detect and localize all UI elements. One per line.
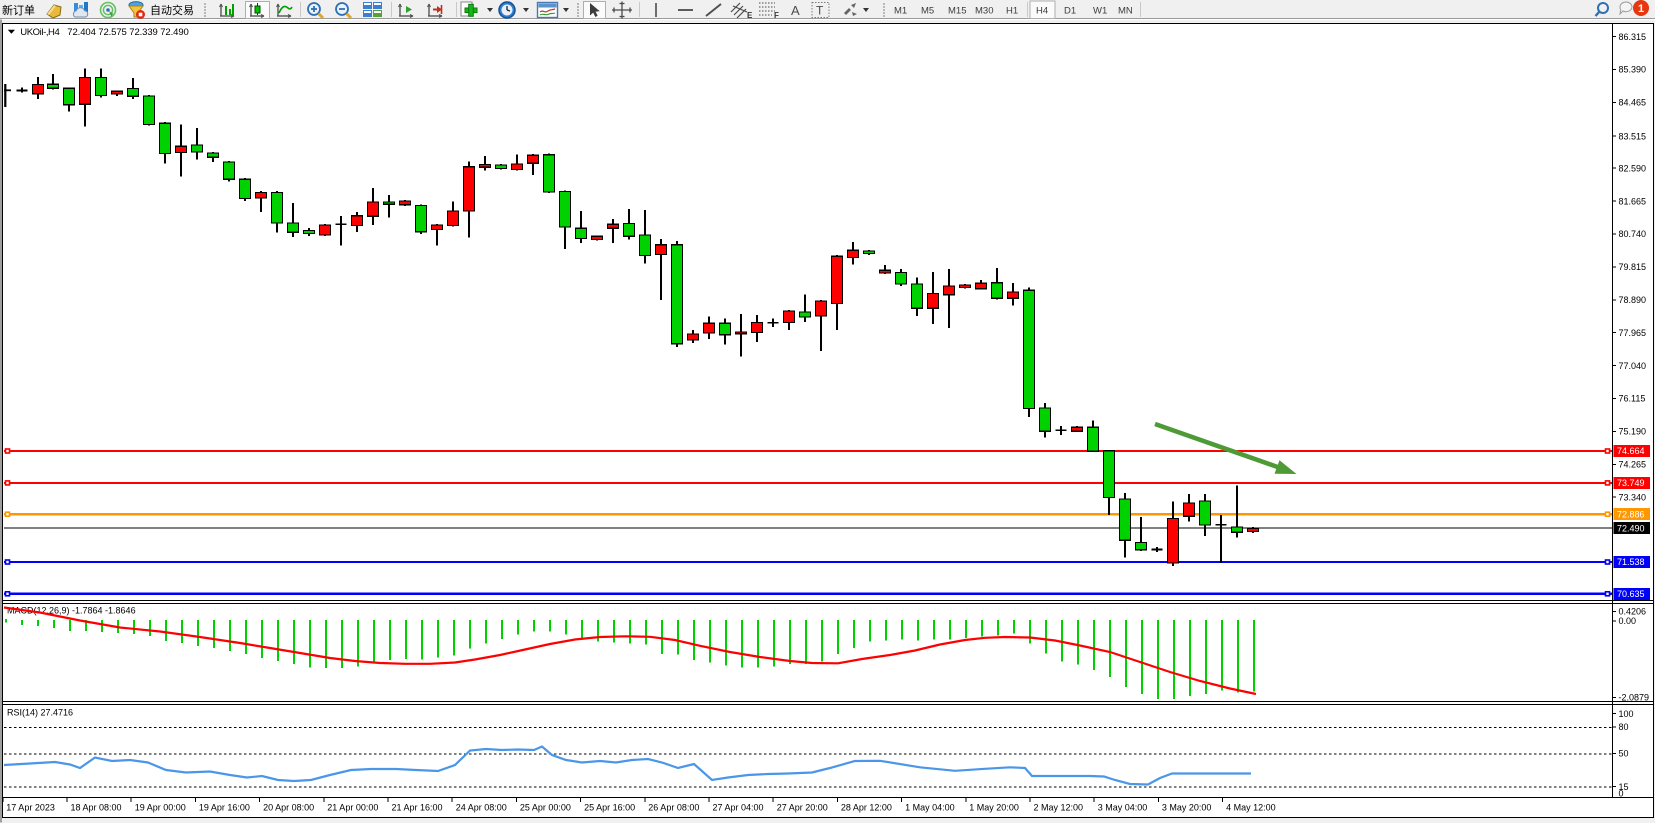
svg-text:21 Apr 16:00: 21 Apr 16:00 [392, 803, 443, 813]
svg-text:18 Apr 08:00: 18 Apr 08:00 [71, 803, 122, 813]
svg-text:T: T [816, 4, 824, 18]
svg-text:76.115: 76.115 [1619, 394, 1646, 404]
svg-text:82.590: 82.590 [1619, 163, 1647, 173]
svg-text:74.664: 74.664 [1617, 446, 1645, 456]
svg-text:17 Apr 2023: 17 Apr 2023 [6, 803, 55, 813]
svg-text:MACD(12,26,9) -1.7864 -1.8646: MACD(12,26,9) -1.7864 -1.8646 [7, 606, 136, 616]
svg-text:D1: D1 [1064, 6, 1076, 17]
svg-text:75.190: 75.190 [1619, 427, 1647, 437]
svg-text:1 May 04:00: 1 May 04:00 [905, 803, 955, 813]
svg-text:80.740: 80.740 [1619, 229, 1647, 239]
svg-text:83.515: 83.515 [1619, 131, 1647, 141]
svg-text:H4: H4 [1036, 6, 1048, 17]
svg-text:21 Apr 00:00: 21 Apr 00:00 [327, 803, 378, 813]
svg-text:1: 1 [1638, 3, 1644, 15]
svg-text:E: E [747, 11, 753, 20]
svg-text:84.465: 84.465 [1619, 98, 1647, 108]
svg-text:72.490: 72.490 [1617, 523, 1645, 533]
svg-text:H1: H1 [1006, 6, 1018, 17]
svg-text:72.404 72.575 72.339 72.490: 72.404 72.575 72.339 72.490 [67, 27, 189, 38]
svg-text:72.886: 72.886 [1617, 509, 1645, 519]
svg-text:新订单: 新订单 [2, 3, 35, 17]
svg-text:4 May 12:00: 4 May 12:00 [1226, 803, 1276, 813]
svg-text:0.4206: 0.4206 [1619, 607, 1647, 617]
svg-text:1 May 20:00: 1 May 20:00 [969, 803, 1019, 813]
svg-text:79.815: 79.815 [1619, 262, 1647, 272]
svg-text:W1: W1 [1093, 6, 1107, 17]
svg-text:26 Apr 08:00: 26 Apr 08:00 [648, 803, 699, 813]
svg-text:77.965: 77.965 [1619, 328, 1647, 338]
svg-text:2 May 12:00: 2 May 12:00 [1034, 803, 1084, 813]
svg-text:80: 80 [1619, 722, 1629, 732]
svg-text:77.040: 77.040 [1619, 361, 1647, 371]
svg-text:自动交易: 自动交易 [150, 3, 194, 17]
svg-text:MN: MN [1118, 6, 1133, 17]
svg-text:73.749: 73.749 [1617, 478, 1645, 488]
svg-text:19 Apr 00:00: 19 Apr 00:00 [135, 803, 186, 813]
svg-text:71.538: 71.538 [1617, 557, 1645, 567]
svg-text:0: 0 [1619, 788, 1624, 798]
svg-text:78.890: 78.890 [1619, 295, 1647, 305]
svg-text:86.315: 86.315 [1619, 32, 1647, 42]
svg-text:28 Apr 12:00: 28 Apr 12:00 [841, 803, 892, 813]
svg-text:M1: M1 [894, 6, 907, 17]
svg-text:27 Apr 04:00: 27 Apr 04:00 [713, 803, 764, 813]
svg-text:M30: M30 [975, 6, 993, 17]
svg-text:81.665: 81.665 [1619, 196, 1647, 206]
svg-text:70.635: 70.635 [1617, 589, 1645, 599]
svg-text:85.390: 85.390 [1619, 65, 1647, 75]
svg-text:25 Apr 00:00: 25 Apr 00:00 [520, 803, 571, 813]
svg-text:20 Apr 08:00: 20 Apr 08:00 [263, 803, 314, 813]
svg-text:M5: M5 [921, 6, 934, 17]
svg-text:M15: M15 [948, 6, 966, 17]
svg-text:24 Apr 08:00: 24 Apr 08:00 [456, 803, 507, 813]
svg-text:A: A [791, 3, 800, 18]
svg-text:RSI(14) 27.4716: RSI(14) 27.4716 [7, 708, 73, 718]
svg-text:27 Apr 20:00: 27 Apr 20:00 [777, 803, 828, 813]
svg-text:73.340: 73.340 [1619, 492, 1647, 502]
svg-text:UKOil-,H4: UKOil-,H4 [20, 27, 60, 38]
svg-text:15: 15 [1619, 782, 1629, 792]
svg-text:19 Apr 16:00: 19 Apr 16:00 [199, 803, 250, 813]
svg-text:50: 50 [1619, 749, 1629, 759]
svg-text:100: 100 [1619, 709, 1634, 719]
svg-text:74.265: 74.265 [1619, 460, 1647, 470]
svg-text:F: F [774, 11, 779, 20]
svg-text:-2.0879: -2.0879 [1619, 693, 1650, 703]
svg-text:3 May 04:00: 3 May 04:00 [1098, 803, 1148, 813]
svg-text:3 May 20:00: 3 May 20:00 [1162, 803, 1212, 813]
svg-text:25 Apr 16:00: 25 Apr 16:00 [584, 803, 635, 813]
svg-text:0.00: 0.00 [1619, 616, 1637, 626]
